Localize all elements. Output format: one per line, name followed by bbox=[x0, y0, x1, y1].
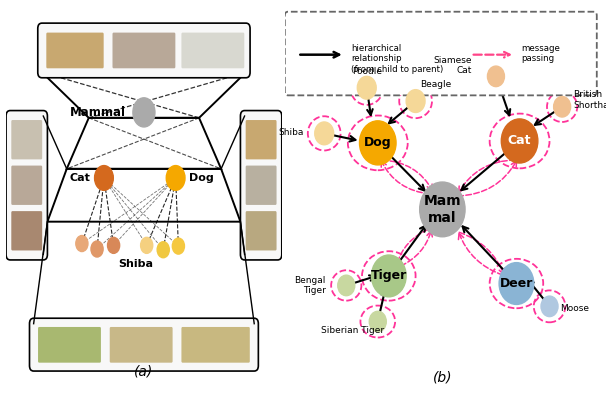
FancyBboxPatch shape bbox=[12, 166, 42, 205]
Circle shape bbox=[133, 98, 155, 127]
FancyBboxPatch shape bbox=[12, 211, 42, 250]
Text: Moose: Moose bbox=[561, 304, 590, 313]
FancyBboxPatch shape bbox=[181, 32, 244, 68]
Text: Shiba: Shiba bbox=[118, 259, 153, 269]
Circle shape bbox=[166, 166, 185, 190]
Circle shape bbox=[95, 166, 113, 190]
Text: Siamese
Cat: Siamese Cat bbox=[434, 56, 472, 75]
FancyBboxPatch shape bbox=[285, 12, 597, 95]
Circle shape bbox=[541, 296, 558, 317]
FancyBboxPatch shape bbox=[38, 327, 101, 363]
FancyBboxPatch shape bbox=[46, 32, 104, 68]
Text: (b): (b) bbox=[433, 370, 452, 384]
Text: Cat: Cat bbox=[508, 135, 531, 147]
Circle shape bbox=[554, 97, 571, 117]
Text: Beagle: Beagle bbox=[421, 80, 451, 89]
Text: Dog: Dog bbox=[189, 173, 214, 183]
Circle shape bbox=[420, 182, 465, 237]
Circle shape bbox=[487, 66, 504, 87]
FancyBboxPatch shape bbox=[245, 211, 276, 250]
Circle shape bbox=[338, 275, 355, 296]
Circle shape bbox=[315, 122, 334, 145]
Circle shape bbox=[406, 89, 425, 112]
Circle shape bbox=[371, 255, 406, 297]
FancyBboxPatch shape bbox=[6, 110, 47, 260]
Circle shape bbox=[141, 237, 153, 253]
Circle shape bbox=[501, 119, 538, 163]
FancyBboxPatch shape bbox=[30, 318, 258, 371]
Text: Cat: Cat bbox=[70, 173, 91, 183]
Circle shape bbox=[358, 76, 376, 99]
Circle shape bbox=[91, 241, 103, 257]
Text: Poodle: Poodle bbox=[351, 67, 382, 76]
Text: Mammal: Mammal bbox=[70, 106, 126, 119]
Circle shape bbox=[107, 237, 119, 253]
Circle shape bbox=[76, 236, 88, 251]
FancyBboxPatch shape bbox=[38, 23, 250, 78]
Text: Mam
mal: Mam mal bbox=[424, 194, 461, 225]
FancyBboxPatch shape bbox=[245, 120, 276, 159]
FancyBboxPatch shape bbox=[110, 327, 173, 363]
Text: Deer: Deer bbox=[500, 277, 533, 290]
Circle shape bbox=[499, 263, 534, 305]
FancyBboxPatch shape bbox=[113, 32, 175, 68]
Circle shape bbox=[172, 238, 184, 254]
Text: British
Shorthair: British Shorthair bbox=[573, 90, 606, 110]
Text: Siberian Tiger: Siberian Tiger bbox=[321, 326, 384, 335]
Text: Shiba: Shiba bbox=[278, 128, 304, 137]
Text: message
passing: message passing bbox=[521, 44, 560, 63]
Text: Dog: Dog bbox=[364, 136, 391, 149]
FancyBboxPatch shape bbox=[181, 327, 250, 363]
Text: Bengal
Tiger: Bengal Tiger bbox=[295, 276, 326, 295]
FancyBboxPatch shape bbox=[245, 166, 276, 205]
Circle shape bbox=[369, 311, 386, 332]
Circle shape bbox=[157, 242, 169, 258]
Text: hierarchical
relationship
(from child to parent): hierarchical relationship (from child to… bbox=[351, 44, 443, 74]
Text: (a): (a) bbox=[135, 364, 153, 378]
Circle shape bbox=[359, 121, 396, 165]
Text: Tiger: Tiger bbox=[371, 269, 407, 282]
FancyBboxPatch shape bbox=[12, 120, 42, 159]
FancyBboxPatch shape bbox=[241, 110, 282, 260]
